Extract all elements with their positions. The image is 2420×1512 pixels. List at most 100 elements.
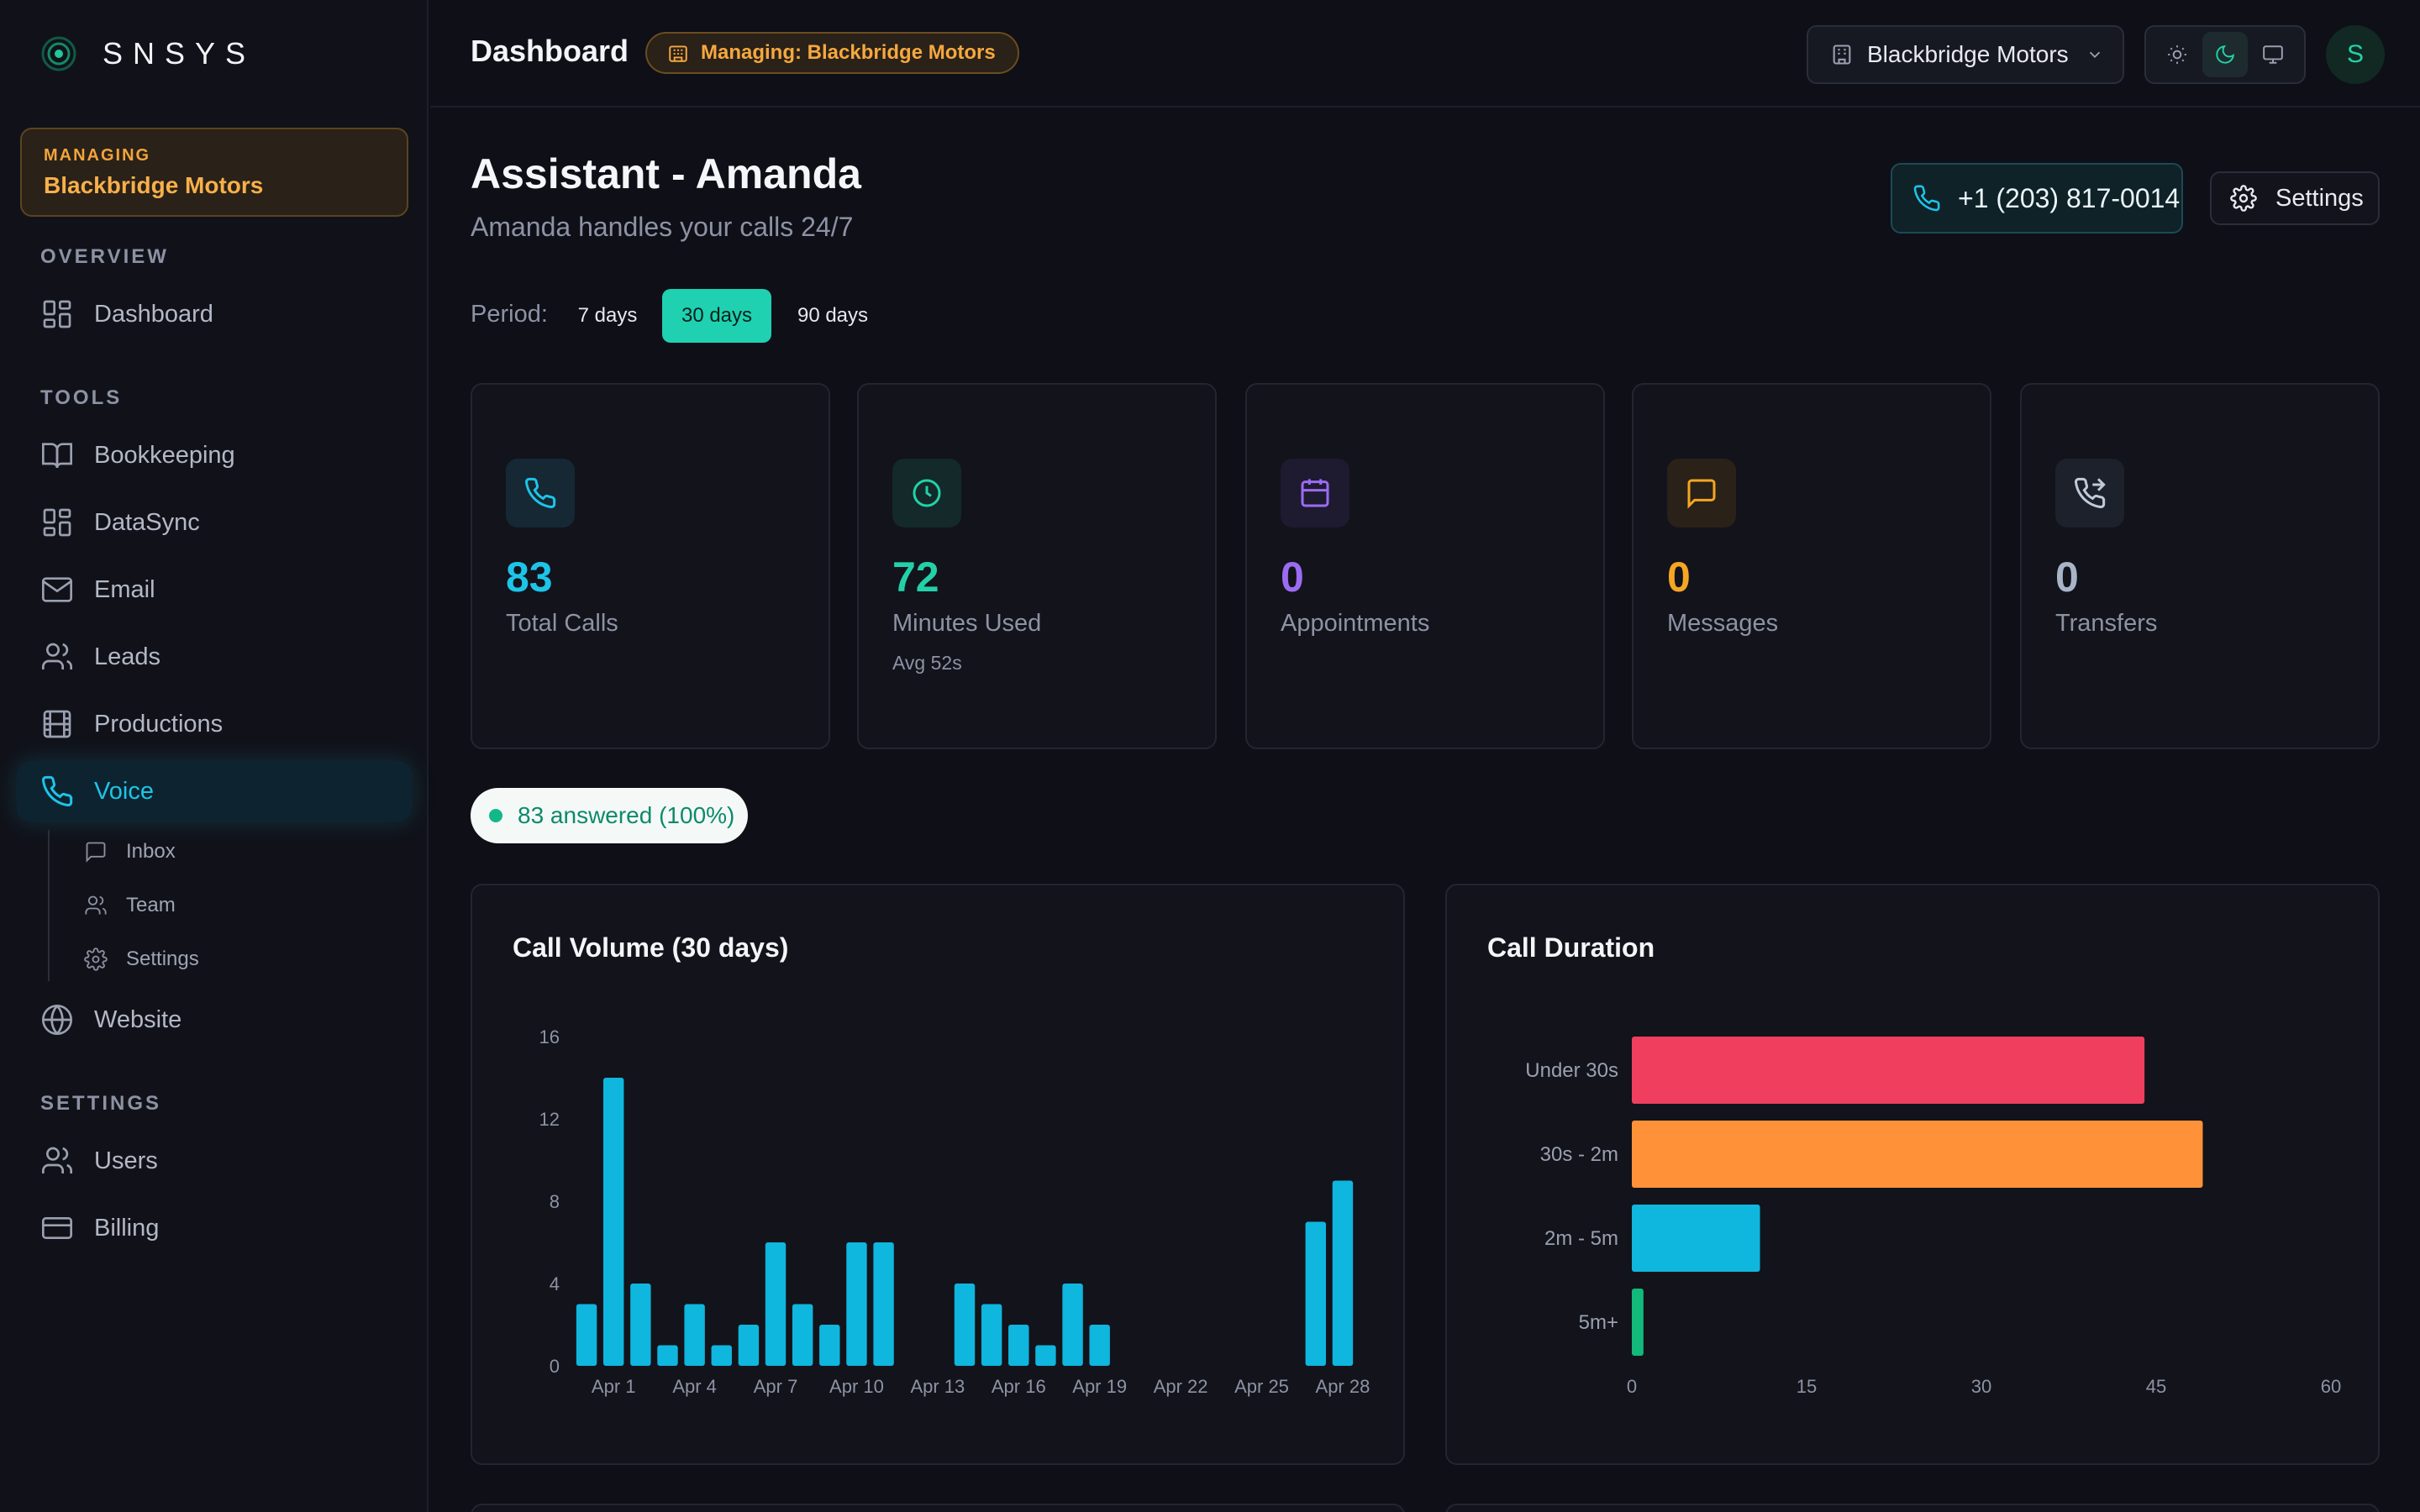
page-title: Dashboard [471,34,629,68]
stat-value: 0 [1667,554,1691,601]
sidebar-item-productions[interactable]: Productions [17,694,412,754]
y-tick-label: 4 [550,1273,560,1294]
sidebar: SNSYS MANAGING Blackbridge Motors OVERVI… [0,0,429,1512]
section-tools: TOOLS [40,386,123,409]
bar [846,1242,867,1366]
sidebar-item-label: Leads [94,643,161,670]
managing-label: MANAGING [44,146,151,165]
theme-light-button[interactable] [2154,32,2200,77]
x-tick-label: Apr 19 [1072,1376,1127,1397]
sidebar-item-leads[interactable]: Leads [17,627,412,687]
clock-icon [892,459,961,528]
avatar[interactable]: S [2326,25,2385,84]
message-icon [1667,459,1736,528]
theme-dark-button[interactable] [2202,32,2248,77]
sidebar-item-voice[interactable]: Voice [17,761,412,822]
section-overview: OVERVIEW [40,245,169,268]
bar [630,1284,651,1366]
x-tick-label: Apr 7 [754,1376,798,1397]
bar [1632,1037,2145,1104]
sidebar-item-users[interactable]: Users [17,1131,412,1191]
stat-card-total-calls: 83 Total Calls [471,383,830,749]
sidebar-subitem-inbox[interactable]: Inbox [84,833,176,870]
x-tick-label: 60 [2321,1376,2341,1397]
mail-icon [42,577,72,602]
bar [1632,1121,2203,1188]
logo-icon [41,36,76,71]
lower-card-partial [471,1504,1405,1512]
globe-icon [42,1005,72,1035]
period-label: Period: [471,301,548,328]
brand[interactable]: SNSYS [40,34,255,74]
building-icon [669,45,687,62]
users-icon [42,1147,73,1173]
sidebar-item-label: DataSync [94,508,200,536]
y-tick-label: 8 [550,1191,560,1212]
sidebar-item-billing[interactable]: Billing [17,1198,412,1258]
sidebar-subitem-team[interactable]: Team [84,887,176,924]
x-tick-label: Apr 4 [672,1376,717,1397]
sidebar-item-datasync[interactable]: DataSync [17,492,412,553]
assistant-settings-button[interactable]: Settings [2210,171,2380,225]
managing-name: Blackbridge Motors [44,172,264,198]
managing-badge: Managing: Blackbridge Motors [645,32,1019,74]
y-tick-label: 12 [539,1109,560,1130]
answered-badge: 83 answered (100%) [471,788,748,843]
bar [981,1304,1002,1366]
organization-select[interactable]: Blackbridge Motors [1807,25,2124,84]
phone-number: +1 (203) 817-0014 [1958,182,2181,213]
gear-icon [84,948,108,971]
period-7-days-button[interactable]: 7 days [577,304,638,327]
sidebar-item-email[interactable]: Email [17,559,412,620]
answered-badge-label: 83 answered (100%) [518,802,735,828]
sidebar-item-bookkeeping[interactable]: Bookkeeping [17,425,412,486]
stat-card-minutes-used: 72 Minutes Used Avg 52s [857,383,1217,749]
x-tick-label: 15 [1797,1376,1817,1397]
x-tick-label: Apr 28 [1316,1376,1370,1397]
bar [819,1325,840,1366]
dashboard-icon [43,300,71,328]
category-label: 2m - 5m [1544,1227,1618,1250]
bar [1035,1345,1056,1366]
theme-system-button[interactable] [2250,32,2296,77]
sidebar-item-website[interactable]: Website [17,990,412,1050]
stat-card-messages: 0 Messages [1632,383,1991,749]
assistant-settings-label: Settings [2275,184,2364,212]
bar [576,1304,597,1366]
bar [873,1242,894,1366]
phone-number-button[interactable]: +1 (203) 817-0014 [1891,163,2183,234]
assistant-subtitle: Amanda handles your calls 24/7 [471,212,854,242]
stat-value: 0 [2055,554,2079,601]
sidebar-item-label: Email [94,575,155,603]
stat-label: Total Calls [506,610,618,637]
bar [1632,1205,1760,1272]
period-90-days-button[interactable]: 90 days [797,304,869,327]
organization-select-value: Blackbridge Motors [1867,41,2069,67]
credit-card-icon [42,1217,72,1239]
lower-card-partial [1445,1504,2380,1512]
sidebar-subitem-settings[interactable]: Settings [84,941,199,978]
y-tick-label: 16 [539,1026,560,1047]
bar [711,1345,732,1366]
period-30-days-button[interactable]: 30 days [662,289,771,343]
bar [657,1345,678,1366]
phone-forward-icon [2055,459,2124,528]
sidebar-item-label: Users [94,1147,158,1174]
category-label: 5m+ [1579,1311,1618,1334]
x-tick-label: 0 [1627,1376,1637,1397]
x-tick-label: Apr 13 [910,1376,965,1397]
bar [1089,1325,1110,1366]
x-tick-label: Apr 22 [1154,1376,1208,1397]
stat-label: Messages [1667,610,1779,637]
film-icon [43,710,71,738]
sidebar-item-dashboard[interactable]: Dashboard [17,284,412,344]
sidebar-subitem-label: Inbox [126,840,176,863]
phone-icon [42,775,73,806]
stat-card-transfers: 0 Transfers [2020,383,2380,749]
gear-icon [2230,185,2257,212]
call-volume-chart-card: Call Volume (30 days) 0 4 8 12 16 Apr 1 Apr 4 A… [471,884,1405,1465]
x-tick-label: Apr 1 [592,1376,636,1397]
x-tick-label: 45 [2146,1376,2166,1397]
assistant-title: Assistant - Amanda [471,150,861,197]
sidebar-item-label: Billing [94,1214,160,1242]
